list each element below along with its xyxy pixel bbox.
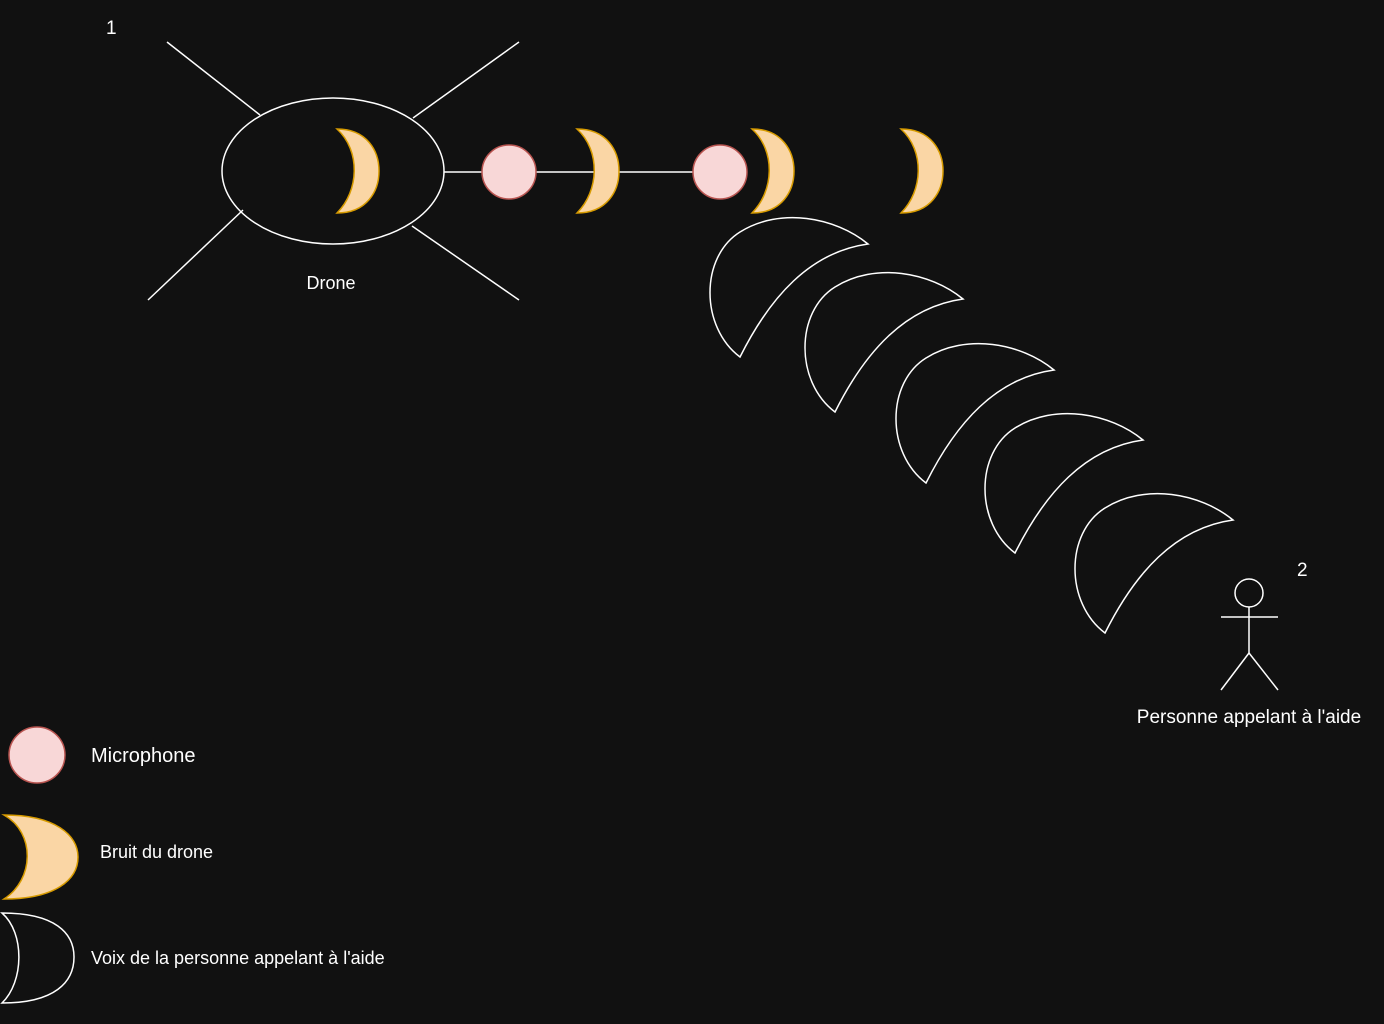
legend-voice-label: Voix de la personne appelant à l'aide (91, 948, 385, 968)
voice-wave-icon (984, 412, 1144, 554)
drone-label: Drone (306, 273, 355, 293)
voice-wave-icon (709, 216, 869, 358)
drone-icon (147, 41, 520, 301)
voice-wave-icon (895, 342, 1055, 484)
microphone-icon (481, 144, 537, 200)
legend-microphone-icon (8, 726, 66, 784)
person-label: Personne appelant à l'aide (1137, 707, 1361, 728)
microphones (481, 144, 748, 200)
legend-voice-icon (0, 912, 75, 1004)
step-number-2: 2 (1297, 560, 1308, 581)
person-icon (1220, 578, 1279, 691)
drone-noise-wave-icon (336, 128, 380, 214)
voice-wave-icon (804, 271, 964, 413)
drone-noise-wave-icon (751, 128, 795, 214)
voice-waves (709, 216, 1234, 634)
drone-noise-wave-icon (576, 128, 620, 214)
legend-drone-noise-icon (1, 814, 79, 900)
legend: Microphone Bruit du drone Voix de la per… (0, 726, 385, 1004)
legend-drone-noise-label: Bruit du drone (100, 842, 213, 862)
step-number-1: 1 (106, 18, 117, 39)
microphone-icon (692, 144, 748, 200)
legend-microphone-label: Microphone (91, 745, 196, 767)
drone-noise-waves (336, 128, 944, 214)
voice-wave-icon (1074, 492, 1234, 634)
drone-noise-wave-icon (900, 128, 944, 214)
